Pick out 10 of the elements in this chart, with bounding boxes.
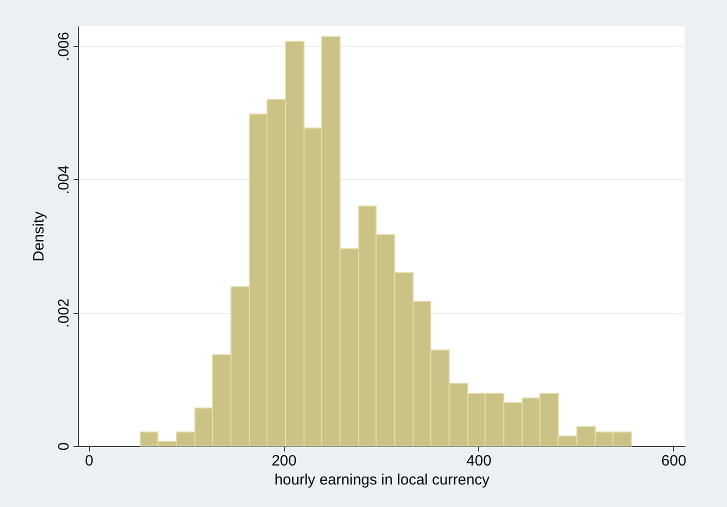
x-tick-label: 400	[466, 452, 492, 470]
x-tick-label: 0	[85, 452, 94, 470]
x-tick-label: 600	[661, 452, 686, 470]
y-tick-label: .002	[56, 298, 72, 328]
x-axis-title: hourly earnings in local currency	[274, 472, 490, 488]
x-tick-label: 200	[272, 452, 297, 470]
y-tick-label: .004	[56, 165, 72, 194]
y-axis-title: Density	[30, 211, 48, 262]
y-tick-label: .006	[56, 32, 72, 62]
y-tick-label: 0	[56, 442, 72, 451]
